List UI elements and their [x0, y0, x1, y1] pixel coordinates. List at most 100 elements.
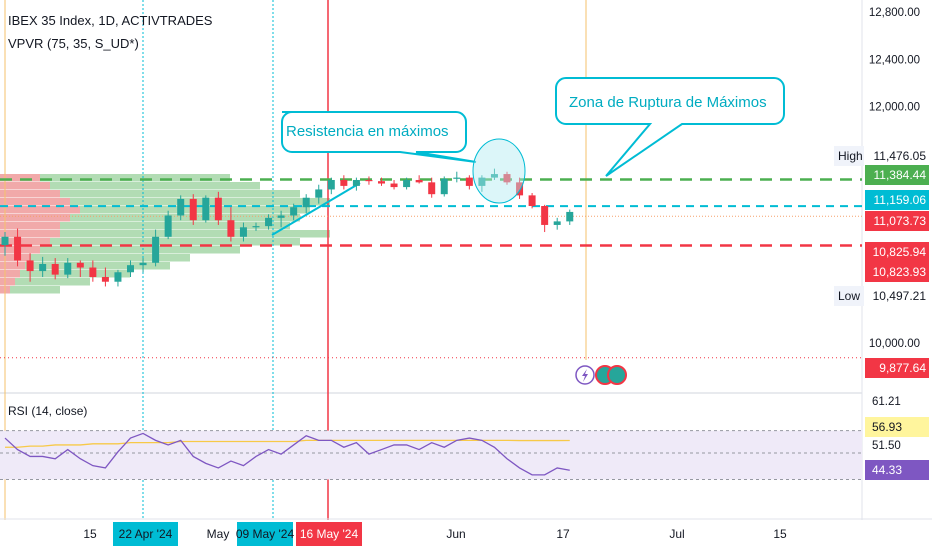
candle-body-up[interactable] — [553, 221, 561, 225]
volume-profile-buy-bar — [50, 238, 300, 246]
candle-body-up[interactable] — [327, 179, 335, 190]
rsi-ma-badge-text: 56.93 — [872, 420, 902, 434]
candle-body-down[interactable] — [365, 179, 373, 182]
high-value-bg — [865, 146, 929, 166]
price-badge-green[interactable] — [865, 165, 929, 185]
price-badge-last[interactable] — [865, 211, 929, 231]
candle-body-up[interactable] — [202, 197, 210, 221]
candle-body-up[interactable] — [239, 227, 247, 237]
price-badge-green-text: 11,384.44 — [874, 168, 927, 182]
candle-body-up[interactable] — [64, 262, 72, 275]
candle-body-up[interactable] — [453, 177, 461, 179]
volume-profile-sell-bar — [0, 214, 70, 222]
candle-body-up[interactable] — [164, 215, 172, 237]
candle-body-down[interactable] — [76, 262, 84, 268]
time-axis[interactable]: 15 May Jun 17 Jul 15 22 Apr '24 09 May '24 16 Ma… — [0, 518, 932, 546]
volume-profile-sell-bar — [0, 238, 50, 246]
candle-body-down[interactable] — [378, 181, 385, 184]
volume-profile-sell-bar — [0, 174, 40, 182]
candle-body-down[interactable] — [51, 263, 59, 275]
price-tick-label: 12,400.00 — [869, 54, 920, 66]
candle-body-down[interactable] — [541, 206, 549, 225]
candle-body-down[interactable] — [390, 183, 398, 188]
candle-body-up[interactable] — [440, 178, 448, 195]
rsi-value-badge-text: 44.33 — [872, 463, 902, 477]
candle-body-up[interactable] — [127, 265, 134, 273]
candle-body-down[interactable] — [14, 236, 22, 261]
time-highlight-badge[interactable] — [296, 522, 362, 546]
price-badge-bottom[interactable] — [865, 358, 929, 378]
price-badge-red2[interactable] — [865, 262, 929, 282]
volume-profile-sell-bar — [0, 278, 15, 286]
price-badge-last-text: 11,073.73 — [874, 214, 927, 228]
low-label: Low — [838, 289, 860, 303]
time-tick-label: Jun — [446, 527, 465, 541]
earnings-icon-2[interactable] — [607, 365, 627, 385]
candle-body-down[interactable] — [26, 260, 34, 272]
price-tick-label: 12,800.00 — [869, 7, 920, 19]
horizontal-levels — [0, 178, 862, 359]
symbol-title[interactable]: IBEX 35 Index, 1D, ACTIVTRADES — [8, 13, 213, 28]
time-highlight-badge[interactable] — [237, 522, 293, 546]
volume-profile-buy-bar — [50, 182, 260, 190]
candle-body-up[interactable] — [177, 198, 185, 216]
rsi-ma-badge[interactable] — [865, 417, 929, 437]
price-badge-red2-text: 10,823.93 — [873, 265, 927, 279]
candle-body-down[interactable] — [227, 220, 235, 237]
candle-body-down[interactable] — [503, 174, 511, 183]
price-badge-bottom-text: 9,877.64 — [879, 361, 926, 375]
candle-body-up[interactable] — [39, 263, 47, 272]
price-badge-cyan[interactable] — [865, 190, 929, 210]
high-label-bg — [834, 146, 864, 166]
volume-profile-buy-bar — [70, 198, 330, 206]
lightning-glyph — [582, 369, 588, 382]
volume-profile-buy-bar — [20, 270, 130, 278]
rsi-pane — [0, 430, 862, 480]
candle-body-up[interactable] — [277, 215, 285, 218]
candle-body-up[interactable] — [490, 174, 498, 178]
rsi-title[interactable]: RSI (14, close) — [8, 404, 87, 418]
candle-body-down[interactable] — [528, 195, 536, 207]
candle-body-down[interactable] — [89, 267, 97, 277]
price-badge-red1[interactable] — [865, 242, 929, 262]
candle-body-up[interactable] — [252, 226, 260, 228]
rsi-band — [0, 430, 862, 480]
time-tick-label: 15 — [83, 527, 97, 541]
candle-body-down[interactable] — [340, 179, 348, 186]
volume-profile-sell-bar — [0, 222, 60, 230]
uptrend-line — [271, 182, 361, 236]
rsi-value-badge[interactable] — [865, 460, 929, 480]
candle-body-down[interactable] — [428, 182, 436, 195]
candle-body-down[interactable] — [214, 197, 222, 221]
candle-body-down[interactable] — [101, 276, 109, 282]
candle-body-up[interactable] — [478, 177, 486, 186]
candle-body-up[interactable] — [566, 211, 574, 222]
candle-body-down[interactable] — [189, 198, 197, 221]
price-axis[interactable]: 12,800.0012,400.0012,000.0011,600.0010,4… — [834, 7, 929, 483]
candle-body-up[interactable] — [114, 272, 122, 282]
volume-profile-sell-bar — [0, 206, 80, 214]
candle-body-up[interactable] — [290, 207, 298, 216]
price-tick-label: 10,000.00 — [869, 338, 920, 350]
volume-profile-buy-bar — [60, 190, 300, 198]
candle-body-down[interactable] — [465, 177, 473, 186]
volume-profile-sell-bar — [0, 230, 60, 238]
volume-profile-buy-bar — [10, 286, 60, 294]
time-highlight-badge[interactable] — [113, 522, 178, 546]
indicator-title[interactable]: VPVR (75, 35, S_UD*) — [8, 36, 139, 51]
candle-body-up[interactable] — [352, 179, 360, 186]
rsi-level-label: 61.21 — [872, 396, 901, 408]
candle-body-up[interactable] — [315, 189, 323, 198]
candle-body-up[interactable] — [403, 179, 411, 188]
price-badge-cyan-text: 11,159.06 — [874, 193, 927, 207]
candle-body-down[interactable] — [415, 179, 423, 183]
candle-body-up[interactable] — [265, 217, 273, 227]
time-tick-label: 17 — [556, 527, 570, 541]
candle-body-up[interactable] — [1, 236, 9, 246]
candle-body-up[interactable] — [302, 197, 310, 208]
time-highlight-text: 09 May '24 — [236, 527, 295, 541]
candlestick-series[interactable] — [1, 168, 574, 287]
candle-body-down[interactable] — [516, 182, 524, 196]
candle-body-up[interactable] — [139, 262, 147, 266]
candle-body-up[interactable] — [152, 236, 160, 263]
